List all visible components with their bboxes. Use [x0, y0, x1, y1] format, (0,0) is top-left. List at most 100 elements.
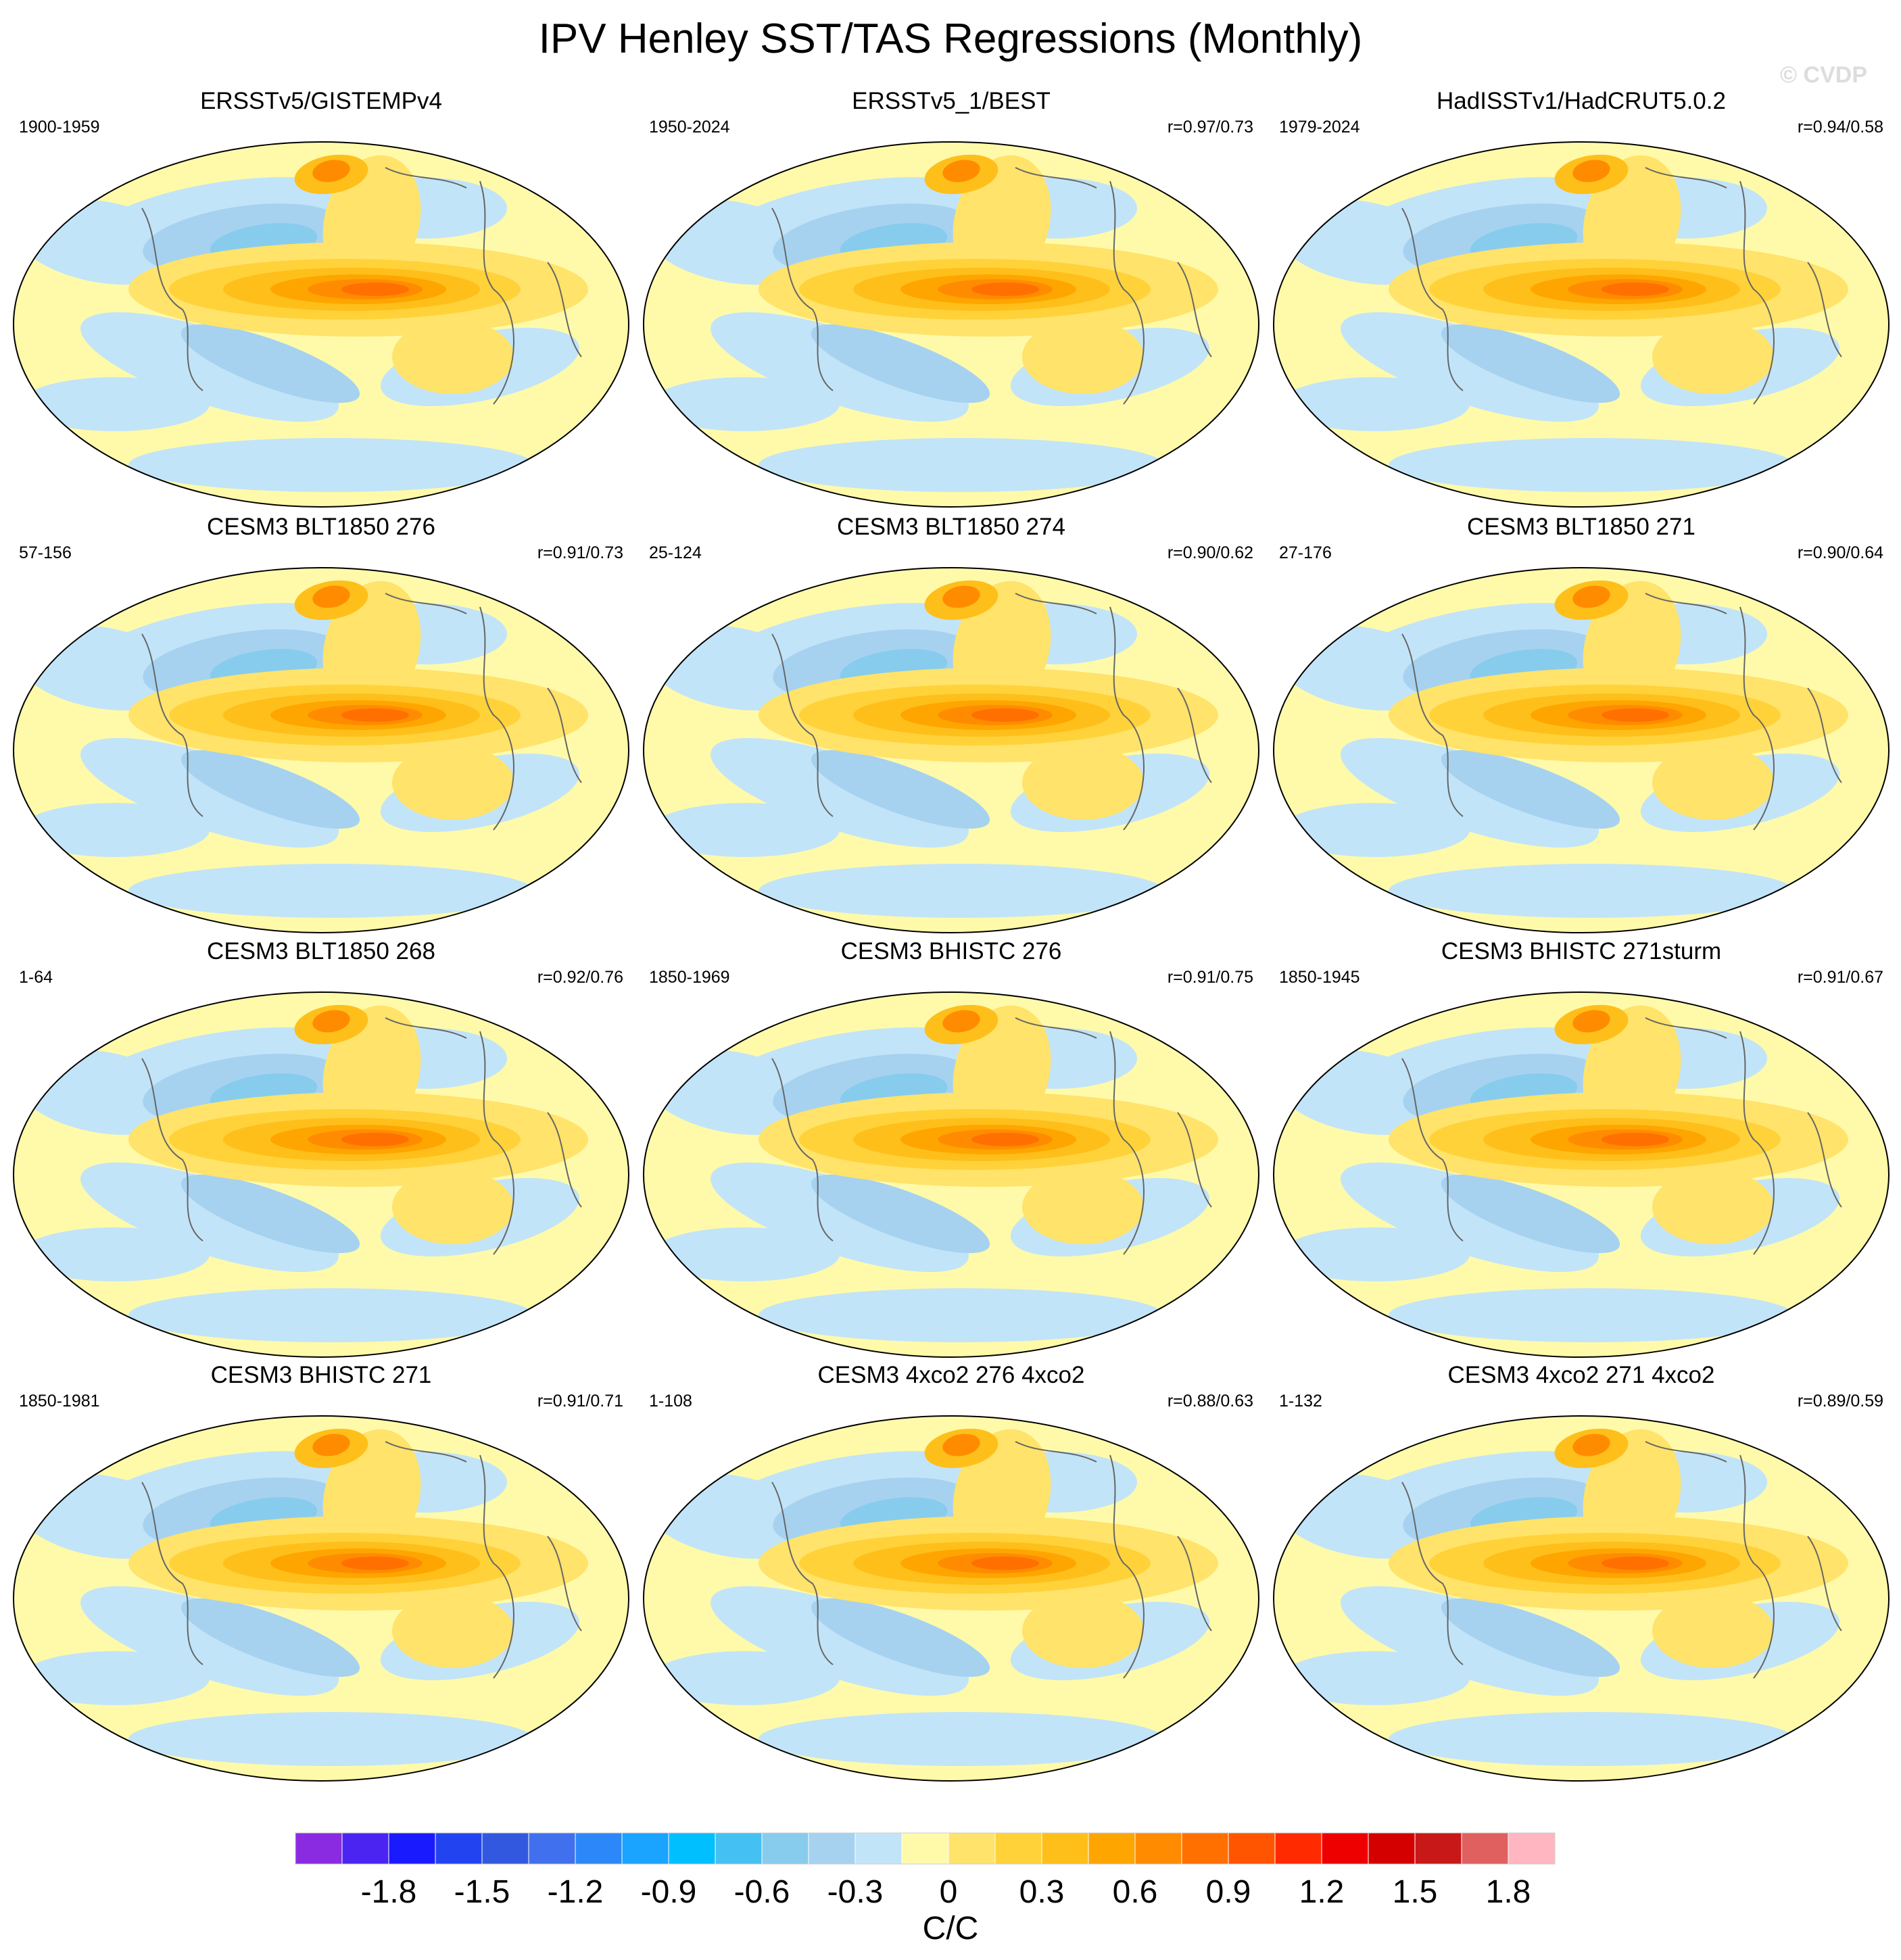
- coastline: [141, 1058, 203, 1242]
- colorbar-swatch: [481, 1832, 529, 1865]
- anomaly-region: [181, 750, 360, 829]
- coastline: [1015, 593, 1097, 614]
- panel-correlation: r=0.91/0.67: [1797, 968, 1883, 987]
- colorbar-swatch: [761, 1832, 809, 1865]
- anomaly-region: [312, 1010, 350, 1033]
- colorbar-tick-label: -1.5: [454, 1874, 510, 1910]
- colorbar-swatch: [668, 1832, 716, 1865]
- colorbar-swatch: [341, 1832, 389, 1865]
- anomaly-region: [128, 864, 534, 918]
- anomaly-region: [1389, 1288, 1794, 1342]
- anomaly-region: [1441, 1174, 1620, 1254]
- panel-period: 1-64: [19, 968, 53, 987]
- coastline: [1807, 262, 1842, 358]
- coastline: [1177, 1536, 1212, 1632]
- panel-period: 1850-1969: [649, 968, 730, 987]
- anomaly-region: [128, 438, 534, 492]
- coastline: [1739, 606, 1775, 831]
- map-panel: CESM3 BHISTC 271 1850-1981 r=0.91/0.71: [7, 1361, 635, 1785]
- colorbar-tick-label: 1.8: [1485, 1874, 1531, 1910]
- map-outline: [1273, 1415, 1890, 1782]
- coastline: [479, 1031, 514, 1255]
- anomaly-region: [80, 1586, 339, 1696]
- anomaly-region: [650, 803, 840, 857]
- colorbar-swatch: [1274, 1832, 1322, 1865]
- anomaly-region: [1572, 1010, 1610, 1033]
- coastline: [385, 1017, 467, 1039]
- anomaly-region: [711, 1586, 969, 1696]
- colorbar-swatch: [621, 1832, 669, 1865]
- map-panel: CESM3 BHISTC 271sturm 1850-1945 r=0.91/0.6…: [1267, 937, 1896, 1361]
- anomaly-region: [971, 1133, 1039, 1146]
- anomaly-region: [181, 1598, 360, 1677]
- colorbar-tick-label: 1.5: [1392, 1874, 1438, 1910]
- coastline: [1109, 180, 1145, 405]
- anomaly-region: [1389, 438, 1794, 492]
- map-outline: [643, 141, 1259, 508]
- anomaly-region: [341, 1557, 409, 1570]
- map-outline: [1273, 567, 1890, 933]
- colorbar-swatch: [1088, 1832, 1136, 1865]
- map-outline: [643, 1415, 1259, 1782]
- colorbar-swatch: [388, 1832, 436, 1865]
- panel-period: 1950-2024: [649, 118, 730, 137]
- anomaly-region: [181, 324, 360, 403]
- coastline: [1807, 687, 1842, 783]
- colorbar-tick-label: -0.3: [827, 1874, 884, 1910]
- colorbar-swatch: [1134, 1832, 1182, 1865]
- map-outline: [1273, 141, 1890, 508]
- anomaly-region: [942, 1434, 980, 1456]
- map-panel: CESM3 BLT1850 271 27-176 r=0.90/0.64: [1267, 512, 1896, 937]
- coastline: [1177, 687, 1212, 783]
- map-panel: ERSSTv5_1/BEST 1950-2024 r=0.97/0.73: [637, 87, 1266, 511]
- panel-title: ERSSTv5/GISTEMPv4: [200, 88, 442, 114]
- map-outline: [643, 991, 1259, 1358]
- anomaly-region: [312, 160, 350, 182]
- anomaly-region: [1389, 1712, 1794, 1766]
- anomaly-region: [1022, 1170, 1144, 1244]
- coastline: [1645, 167, 1727, 189]
- colorbar-units: C/C: [922, 1911, 979, 1946]
- anomaly-region: [392, 745, 514, 820]
- anomaly-region: [650, 1227, 840, 1281]
- watermark: © CVDP: [1780, 62, 1867, 88]
- anomaly-region: [1572, 1434, 1610, 1456]
- coastline: [385, 1441, 467, 1463]
- coastline: [479, 1454, 514, 1679]
- anomaly-region: [20, 377, 210, 431]
- panel-title: CESM3 BLT1850 274: [837, 514, 1065, 540]
- map-panel: HadISSTv1/HadCRUT5.0.2 1979-2024 r=0.94/0.…: [1267, 87, 1896, 511]
- anomaly-region: [711, 738, 969, 848]
- map-panel: CESM3 4xco2 276 4xco2 1-108 r=0.88/0.63: [637, 1361, 1266, 1785]
- coastline: [1739, 1031, 1775, 1255]
- anomaly-region: [181, 1174, 360, 1254]
- anomaly-region: [1602, 1557, 1669, 1570]
- anomaly-region: [392, 320, 514, 394]
- colorbar-swatch: [575, 1832, 623, 1865]
- anomaly-region: [1280, 803, 1470, 857]
- anomaly-region: [20, 803, 210, 857]
- anomaly-region: [392, 1170, 514, 1244]
- anomaly-region: [312, 1434, 350, 1456]
- anomaly-region: [711, 312, 969, 422]
- regression-map: [643, 991, 1259, 1358]
- colorbar-swatch: [1414, 1832, 1462, 1865]
- coastline: [385, 167, 467, 189]
- panel-title: CESM3 BHISTC 271: [210, 1362, 432, 1388]
- coastline: [1645, 1441, 1727, 1463]
- anomaly-region: [1341, 1162, 1599, 1272]
- regression-map: [13, 991, 629, 1358]
- colorbar-swatch: [1181, 1832, 1229, 1865]
- anomaly-region: [1389, 864, 1794, 918]
- panel-title: CESM3 BHISTC 276: [840, 938, 1062, 964]
- coastline: [547, 687, 582, 783]
- anomaly-region: [942, 1010, 980, 1033]
- colorbar-tick-label: 1.2: [1299, 1874, 1345, 1910]
- map-panel: CESM3 BHISTC 276 1850-1969 r=0.91/0.75: [637, 937, 1266, 1361]
- anomaly-region: [811, 750, 990, 829]
- colorbar-swatch: [1368, 1832, 1416, 1865]
- map-outline: [1273, 991, 1890, 1358]
- panel-period: 1-132: [1279, 1392, 1322, 1411]
- anomaly-region: [759, 1712, 1164, 1766]
- regression-map: [1273, 567, 1890, 933]
